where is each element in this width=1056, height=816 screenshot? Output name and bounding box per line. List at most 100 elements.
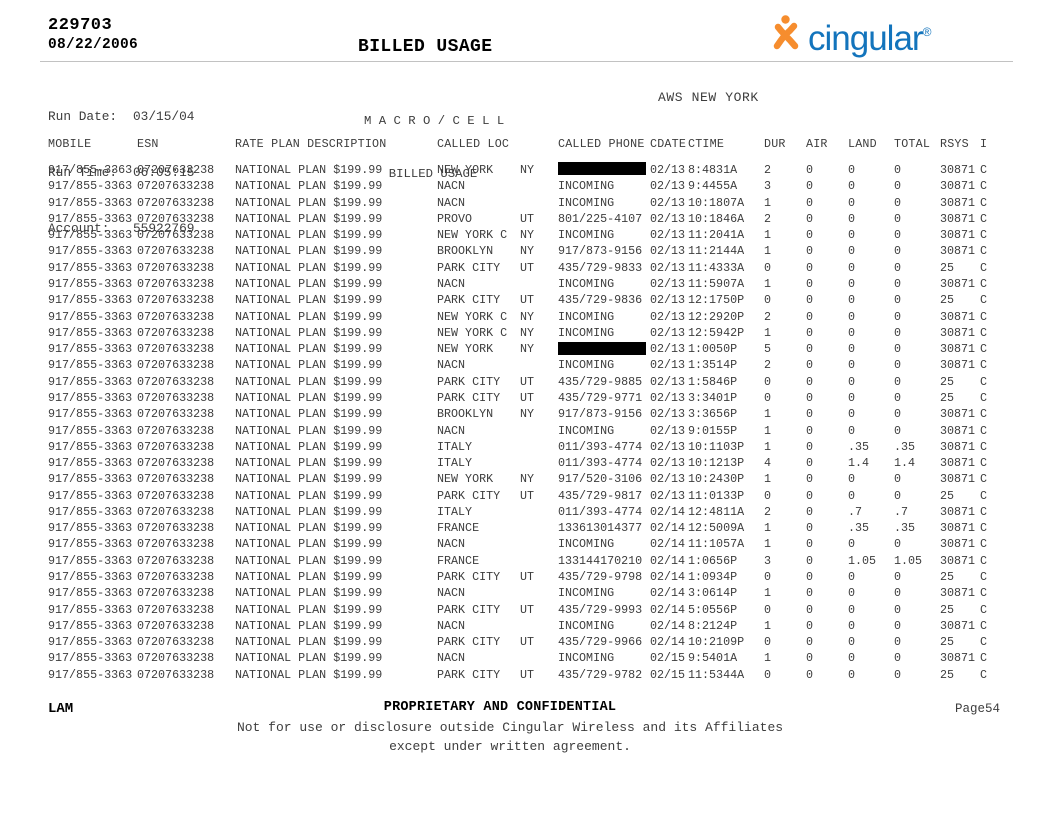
cell-called-loc-city: NEW YORK C [437,309,508,324]
cell-called-loc-city: PARK CITY [437,390,501,405]
cell-esn: 07207633238 [137,439,215,454]
cell-cdate: 02/15 [650,667,686,682]
table-row: 917/855-3363 07207633238 NATIONAL PLAN $… [48,178,1010,194]
cell-rate-plan: NATIONAL PLAN $199.99 [235,651,383,666]
table-row: 917/855-3363 07207633238 NATIONAL PLAN $… [48,211,1010,227]
cell-called-loc-state: NY [520,228,535,243]
cell-called-phone: INCOMING [558,358,615,373]
cell-air: 0 [806,651,814,666]
cell-dur: 1 [764,228,772,243]
cell-ctime: 1:3514P [688,358,738,373]
cell-rsys: 30871 [940,211,976,226]
cell-esn: 07207633238 [137,423,215,438]
cell-dur: 1 [764,537,772,552]
cell-ctime: 1:0656P [688,553,738,568]
cell-dur: 1 [764,651,772,666]
cell-called-loc-state: UT [520,211,535,226]
cell-mobile: 917/855-3363 [48,635,133,650]
cell-air: 0 [806,456,814,471]
cell-rsys: 25 [940,602,955,617]
cell-air: 0 [806,602,814,617]
cell-indicator: C [980,602,988,617]
cell-cdate: 02/14 [650,586,686,601]
cell-dur: 0 [764,488,772,503]
cell-mobile: 917/855-3363 [48,358,133,373]
cell-indicator: C [980,163,988,177]
cell-called-loc-city: NACN [437,276,466,291]
cell-called-loc-state [520,178,558,194]
cell-esn: 07207633238 [137,244,215,259]
cell-dur: 0 [764,635,772,650]
cell-land: 0 [848,586,856,601]
cell-called-loc-city: BROOKLYN [437,244,494,259]
cell-ctime: 3:3656P [688,407,738,422]
table-row: 917/855-3363 07207633238 NATIONAL PLAN $… [48,667,1010,683]
cell-cdate: 02/13 [650,179,686,194]
cell-land: 0 [848,325,856,340]
cell-called-loc-state: NY [520,325,535,340]
cell-air: 0 [806,309,814,324]
cell-rate-plan: NATIONAL PLAN $199.99 [235,521,383,536]
cell-air: 0 [806,325,814,340]
cell-esn: 07207633238 [137,195,215,210]
cell-land: 0 [848,488,856,503]
table-row: 917/855-3363 07207633238 NATIONAL PLAN $… [48,439,1010,455]
cell-indicator: C [980,586,988,601]
cell-land: 0 [848,179,856,194]
cell-ctime: 8:2124P [688,618,738,633]
cell-called-loc-state: UT [520,293,535,308]
cell-indicator: C [980,456,988,471]
cell-ctime: 11:0133P [688,488,745,503]
cell-cdate: 02/13 [650,472,686,487]
page-title: BILLED USAGE [358,37,493,57]
cell-ctime: 1:0050P [688,342,738,357]
cell-indicator: C [980,293,988,308]
cell-called-loc-city: NEW YORK [437,163,494,177]
cell-rate-plan: NATIONAL PLAN $199.99 [235,244,383,259]
cell-called-loc-state: UT [520,570,535,585]
cell-rate-plan: NATIONAL PLAN $199.99 [235,325,383,340]
cell-rsys: 30871 [940,163,976,177]
cell-called-loc-state: NY [520,342,535,357]
cell-ctime: 1:0934P [688,570,738,585]
cell-dur: 1 [764,439,772,454]
table-row: 917/855-3363 07207633238 NATIONAL PLAN $… [48,243,1010,259]
cell-land: 0 [848,635,856,650]
cell-mobile: 917/855-3363 [48,472,133,487]
cell-rate-plan: NATIONAL PLAN $199.99 [235,472,383,487]
cell-called-loc-city: BROOKLYN [437,407,494,422]
cell-esn: 07207633238 [137,342,215,357]
cell-air: 0 [806,504,814,519]
cell-dur: 0 [764,602,772,617]
cell-rate-plan: NATIONAL PLAN $199.99 [235,423,383,438]
cell-total: 0 [894,358,902,373]
cell-ctime: 3:0614P [688,586,738,601]
cell-mobile: 917/855-3363 [48,390,133,405]
cell-mobile: 917/855-3363 [48,618,133,633]
cell-esn: 07207633238 [137,618,215,633]
table-row: 917/855-3363 07207633238 NATIONAL PLAN $… [48,488,1010,504]
run-date-value: 03/15/04 [133,109,195,125]
registered-trademark-symbol: ® [922,25,932,39]
col-header-rsys: RSYS [940,137,969,151]
cell-cdate: 02/13 [650,163,686,177]
cell-total: 0 [894,586,902,601]
cell-dur: 1 [764,472,772,487]
cell-ctime: 11:4333A [688,260,745,275]
cell-total: 0 [894,618,902,633]
cell-total: 0 [894,635,902,650]
cell-land: 0 [848,667,856,682]
cell-called-phone: INCOMING [558,195,615,210]
col-header-ctime: CTIME [688,137,725,151]
cell-total: 0 [894,423,902,438]
cell-rate-plan: NATIONAL PLAN $199.99 [235,570,383,585]
table-row: 917/855-3363 07207633238 NATIONAL PLAN $… [48,162,1010,178]
cell-rate-plan: NATIONAL PLAN $199.99 [235,488,383,503]
cell-called-phone: INCOMING [558,537,615,552]
table-row: 917/855-3363 07207633238 NATIONAL PLAN $… [48,195,1010,211]
cell-mobile: 917/855-3363 [48,504,133,519]
cell-called-loc-city: NACN [437,651,466,666]
table-row: 917/855-3363 07207633238 NATIONAL PLAN $… [48,569,1010,585]
cell-called-phone: 011/393-4774 [558,456,643,471]
